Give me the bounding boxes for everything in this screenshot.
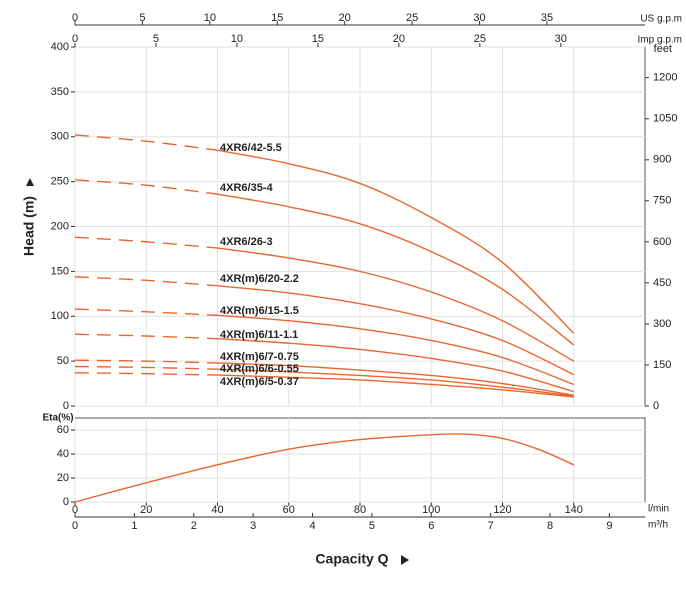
top-tick-label: 30 [473,12,485,24]
top-tick-label: 15 [271,12,283,24]
y-tick-label: 150 [51,265,69,277]
curve-dashed [74,179,218,195]
y-tick-label: 100 [51,310,69,322]
top-tick-label: 25 [406,12,418,24]
top-axis-title: Imp g.p.m [638,35,682,46]
curve-label: 4XR(m)6/20-2.2 [220,273,299,285]
y-tick-label: 40 [57,448,69,460]
y2-tick-label: 900 [653,154,671,166]
y2-axis-title: feet [654,43,672,55]
y-tick-label: 0 [63,496,69,508]
curve-dashed [74,372,218,376]
x-tick-label: 60 [283,504,295,516]
top-axis-title: US g.p.m [640,14,682,25]
curve [217,368,574,397]
curve [217,247,575,362]
x2-tick-label: 1 [131,520,137,532]
y2-tick-label: 1200 [653,72,677,84]
curve-dashed [74,236,218,249]
eta-axis-title: Eta(%) [42,413,73,424]
y2-tick-label: 300 [653,318,671,330]
y-tick-label: 20 [57,472,69,484]
x-tick-label: 0 [72,504,78,516]
x-tick-label: 140 [565,504,583,516]
y2-tick-label: 0 [653,400,659,412]
curve-dashed [74,359,218,364]
x-axis-unit: l/min [648,504,669,515]
x-tick-label: 80 [354,504,366,516]
y2-tick-label: 1050 [653,113,677,125]
y-tick-label: 400 [51,41,69,53]
curve-label: 4XR(m)6/6-0.55 [220,363,299,375]
curve [217,374,574,398]
curve [217,337,574,393]
top-tick-label: 25 [474,33,486,45]
top-tick-label: 15 [312,33,324,45]
x2-axis-unit: m³/h [648,520,668,531]
y-tick-label: 300 [51,131,69,143]
top-tick-label: 5 [139,12,145,24]
y2-tick-label: 600 [653,236,671,248]
x-tick-label: 120 [493,504,511,516]
x2-tick-label: 6 [428,520,434,532]
y-tick-label: 60 [57,424,69,436]
y-tick-label: 250 [51,176,69,188]
curve-label: 4XR(m)6/11-1.1 [220,329,298,341]
curve [217,285,575,376]
top-tick-label: 10 [204,12,216,24]
arrow-icon [401,555,409,565]
curve [217,314,574,386]
curve [217,193,575,346]
efficiency-curve [74,433,575,503]
x-tick-label: 40 [211,504,223,516]
x2-tick-label: 3 [250,520,256,532]
top-tick-label: 30 [555,33,567,45]
top-tick-label: 20 [339,12,351,24]
y2-tick-label: 150 [653,359,671,371]
top-tick-label: 0 [72,12,78,24]
curve-label: 4XR6/42-5.5 [220,142,282,154]
x2-tick-label: 8 [547,520,553,532]
arrow-icon [26,178,34,186]
y-tick-label: 50 [57,355,69,367]
y-tick-label: 350 [51,86,69,98]
x-tick-label: 100 [422,504,440,516]
curve-label: 4XR(m)6/5-0.37 [220,376,299,388]
x2-tick-label: 9 [606,520,612,532]
top-tick-label: 5 [153,33,159,45]
curve [217,149,575,334]
x-axis-title: Capacity Q [315,551,388,567]
curve [217,362,574,396]
curve-dashed [74,365,218,370]
curve-label: 4XR6/26-3 [220,236,273,248]
curve-label: 4XR6/35-4 [220,182,273,194]
curve-dashed [74,276,218,287]
curve-dashed [74,333,218,340]
x2-tick-label: 0 [72,520,78,532]
curve-label: 4XR(m)6/15-1.5 [220,305,299,317]
y-tick-label: 0 [63,400,69,412]
curve-dashed [74,308,218,317]
x2-tick-label: 2 [191,520,197,532]
top-tick-label: 10 [231,33,243,45]
x-tick-label: 20 [140,504,152,516]
x2-tick-label: 5 [369,520,375,532]
top-tick-label: 20 [393,33,405,45]
curve-dashed [74,134,218,151]
top-tick-label: 35 [541,12,553,24]
y2-tick-label: 450 [653,277,671,289]
y-tick-label: 200 [51,220,69,232]
x2-tick-label: 7 [488,520,494,532]
curve-label: 4XR(m)6/7-0.75 [220,351,299,363]
y-axis-title: Head (m) [21,196,37,256]
y2-tick-label: 750 [653,195,671,207]
top-tick-label: 0 [72,33,78,45]
x2-tick-label: 4 [309,520,315,532]
